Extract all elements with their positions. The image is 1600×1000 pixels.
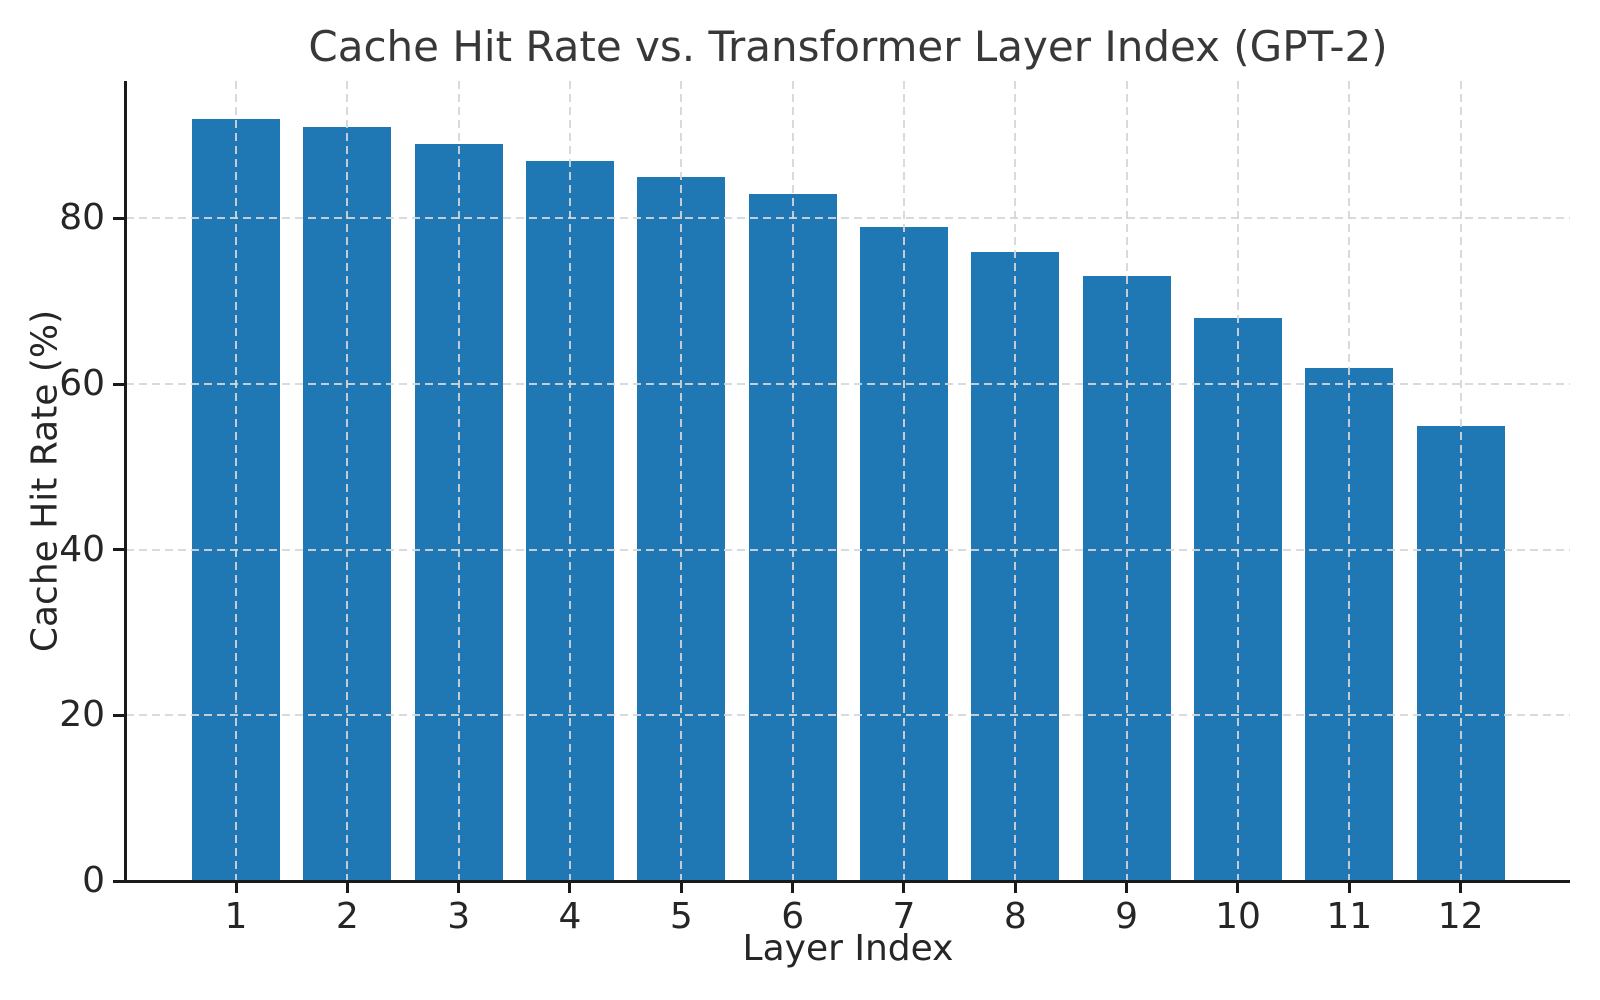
y-tick-mark-80 [113, 216, 124, 220]
x-tick-label-12: 12 [1437, 896, 1484, 937]
x-tick-mark-2 [345, 883, 349, 893]
y-tick-mark-20 [113, 713, 124, 717]
v-gridline-3 [457, 81, 460, 881]
y-axis-label-text: Cache Hit Rate (%) [24, 309, 66, 653]
x-tick-label-5: 5 [669, 896, 693, 937]
x-tick-label-6: 6 [781, 896, 805, 937]
x-tick-label-2: 2 [335, 896, 359, 937]
x-tick-mark-6 [791, 883, 795, 893]
x-tick-mark-10 [1236, 883, 1240, 893]
v-gridline-2 [346, 81, 349, 881]
x-tick-mark-11 [1347, 883, 1351, 893]
v-gridline-4 [568, 81, 571, 881]
v-gridline-7 [902, 81, 905, 881]
h-gridline-40 [126, 548, 1570, 551]
x-tick-mark-7 [902, 883, 906, 893]
x-tick-mark-5 [679, 883, 683, 893]
v-gridline-5 [680, 81, 683, 881]
y-tick-mark-60 [113, 382, 124, 386]
v-gridline-12 [1459, 81, 1462, 881]
h-gridline-20 [126, 714, 1570, 717]
plot-area [124, 81, 1570, 883]
x-tick-label-7: 7 [892, 896, 916, 937]
y-tick-mark-40 [113, 548, 124, 552]
x-tick-label-9: 9 [1115, 896, 1139, 937]
y-tick-label-80: 80 [59, 197, 105, 239]
chart-title: Cache Hit Rate vs. Transformer Layer Ind… [308, 22, 1388, 71]
h-gridline-60 [126, 383, 1570, 386]
x-tick-label-8: 8 [1003, 896, 1027, 937]
x-tick-mark-1 [234, 883, 238, 893]
x-axis-spine [124, 879, 1570, 883]
v-gridline-8 [1014, 81, 1017, 881]
x-tick-label-10: 10 [1215, 896, 1261, 937]
v-gridline-11 [1348, 81, 1351, 881]
y-tick-label-0: 0 [82, 860, 105, 901]
x-tick-label-4: 4 [558, 896, 582, 937]
x-tick-mark-3 [457, 883, 461, 893]
x-tick-label-11: 11 [1326, 896, 1373, 937]
x-axis-label: Layer Index [742, 928, 954, 969]
x-tick-mark-4 [568, 883, 572, 893]
x-tick-label-3: 3 [447, 896, 471, 937]
x-tick-mark-12 [1459, 883, 1463, 893]
y-axis-spine [124, 81, 127, 881]
y-tick-mark-0 [113, 879, 124, 883]
v-gridline-1 [235, 81, 237, 881]
h-gridline-80 [126, 217, 1570, 220]
v-gridline-10 [1236, 81, 1239, 881]
y-tick-label-40: 40 [59, 528, 105, 570]
y-tick-label-20: 20 [59, 694, 105, 736]
x-tick-label-1: 1 [224, 896, 248, 937]
x-tick-mark-9 [1125, 883, 1129, 893]
x-tick-mark-8 [1013, 883, 1017, 893]
v-gridline-9 [1125, 81, 1128, 881]
y-tick-label-60: 60 [59, 363, 105, 405]
v-gridline-6 [791, 81, 794, 881]
